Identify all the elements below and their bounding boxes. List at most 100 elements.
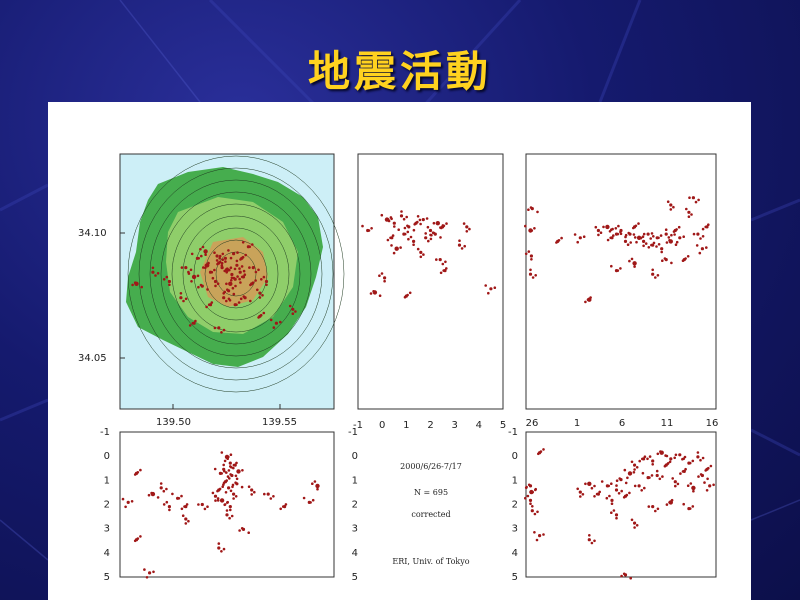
event-point [266,492,270,496]
event-point [232,276,236,280]
event-point [691,485,696,491]
event-point [526,494,530,498]
event-point [225,282,228,286]
event-point [660,247,664,251]
event-point [391,234,395,237]
contour-line [171,203,301,345]
event-point [241,469,244,472]
event-point [247,531,250,534]
count-label: N = 695 [414,488,448,497]
event-point [675,228,678,231]
event-point [217,542,221,545]
event-point [657,236,660,240]
event-point [536,210,539,214]
event-point [674,484,677,488]
event-point [239,297,243,301]
event-point [216,262,219,266]
event-point [394,246,399,251]
event-point [573,233,577,236]
event-point [203,249,208,254]
event-point [531,276,535,279]
event-point [263,492,266,496]
event-point [235,259,239,263]
event-point [168,283,171,287]
event-point [406,230,410,234]
event-point [686,255,690,258]
event-point [691,196,696,200]
event-point [226,457,229,461]
contour-line [204,239,268,309]
event-point [148,571,152,575]
event-point [214,499,217,502]
event-point [424,232,428,235]
event-point [652,235,655,238]
event-point [261,294,264,297]
event-point [412,239,416,243]
event-point [705,246,708,249]
event-point [624,481,628,485]
event-point [422,253,425,256]
event-point [389,236,392,240]
event-point [165,275,169,279]
event-point [529,206,533,209]
event-point [670,233,673,237]
event-point [429,237,433,241]
event-point [139,468,142,472]
event-point [633,265,636,268]
event-point [213,326,217,330]
event-point [370,227,373,230]
event-point [251,266,255,270]
event-point [672,230,676,233]
event-point [225,509,229,512]
event-point [652,241,656,245]
event-point [615,479,619,483]
map-x-tick-1: 139.50 [156,417,191,428]
event-point [430,233,433,237]
event-point [630,460,634,464]
event-point [655,245,658,248]
event-point [440,226,443,230]
event-point [688,507,692,510]
event-point [542,448,545,451]
event-point [489,287,493,291]
event-point [416,215,420,218]
event-point [578,490,582,494]
event-point [581,493,585,496]
event-point [530,509,534,513]
event-point [406,293,409,297]
event-point [657,243,661,246]
event-point [159,482,163,485]
event-point [593,539,596,543]
event-point [216,499,220,502]
contour-line [138,167,334,381]
event-point [626,476,629,480]
event-point [194,319,197,323]
event-point [682,502,685,506]
time-lon-x-tick: 26 [526,418,539,429]
event-point [369,292,373,295]
event-point [274,321,278,325]
event-point [250,488,254,492]
event-point [206,505,209,509]
event-point [697,475,700,478]
event-point [712,483,715,487]
event-point [600,480,604,483]
event-point [378,294,382,297]
event-point [632,226,635,230]
event-point [528,272,533,276]
event-point [664,232,668,236]
event-point [593,495,596,498]
event-point [201,245,205,249]
event-point [279,320,282,324]
event-point [145,576,149,579]
event-point [225,471,228,474]
event-point [641,457,644,461]
map-y-tick-1: 34.10 [78,228,107,239]
event-point [661,475,664,478]
event-point [619,267,622,270]
event-point [650,474,654,477]
event-point [655,473,659,478]
event-point [402,217,406,221]
event-point [390,244,393,247]
event-point [584,482,587,486]
